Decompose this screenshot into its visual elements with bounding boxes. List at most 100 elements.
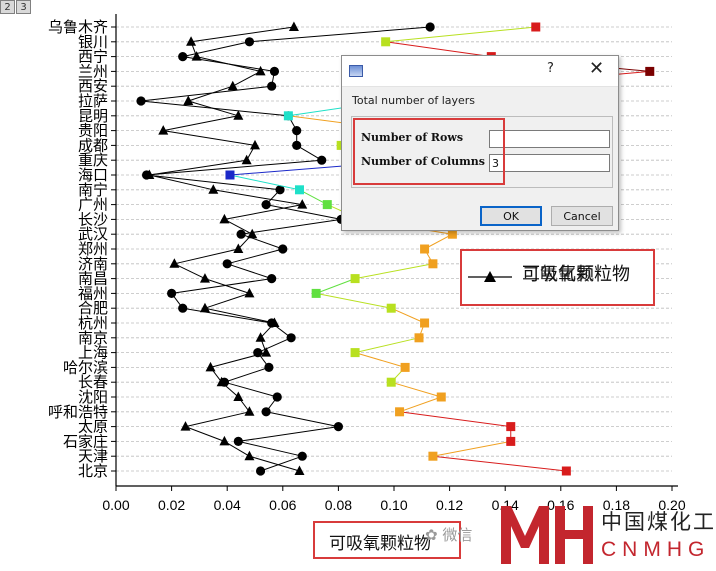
series-2-segment bbox=[354, 263, 434, 280]
series-0-segment bbox=[249, 26, 431, 43]
legend-symbol bbox=[468, 271, 512, 282]
y-tick-label: 沈阳 bbox=[78, 388, 108, 406]
x-tick-label: 0.06 bbox=[269, 497, 296, 513]
columns-input[interactable] bbox=[489, 154, 610, 172]
series-1-segment bbox=[185, 411, 250, 428]
series-2-point bbox=[322, 200, 332, 210]
series-0-point bbox=[167, 288, 177, 298]
series-0-point bbox=[222, 259, 232, 269]
series-0-segment bbox=[171, 278, 272, 294]
series-1-point bbox=[269, 317, 280, 327]
logo-mark-icon bbox=[501, 506, 593, 564]
series-2-point bbox=[428, 451, 438, 461]
series-2-point bbox=[506, 422, 516, 432]
y-tick-label: 太原 bbox=[78, 418, 108, 436]
series-1-segment bbox=[232, 70, 261, 87]
series-1-segment bbox=[174, 263, 206, 280]
series-2-point bbox=[386, 377, 396, 387]
y-tick-label: 呼和浩特 bbox=[48, 403, 108, 421]
series-0-point bbox=[255, 466, 266, 476]
series-1-segment bbox=[249, 455, 300, 472]
series-1-point bbox=[250, 139, 260, 150]
series-1-segment bbox=[224, 218, 253, 235]
y-tick-label: 天津 bbox=[78, 447, 108, 465]
dialog-prompt: Total number of layers bbox=[352, 94, 476, 107]
series-1-point bbox=[144, 169, 155, 179]
series-0-segment bbox=[182, 41, 250, 58]
series-1-point bbox=[180, 421, 191, 431]
x-tick-label: 0.16 bbox=[547, 497, 574, 513]
series-0-point bbox=[292, 140, 302, 150]
series-0-point bbox=[317, 155, 327, 165]
help-button[interactable]: ? bbox=[547, 61, 554, 76]
series-0-segment bbox=[266, 411, 339, 428]
series-2-point bbox=[350, 274, 360, 284]
series-2-segment bbox=[432, 440, 511, 457]
x-tick-label: 0.20 bbox=[658, 497, 685, 513]
window-app-icon bbox=[349, 65, 363, 77]
series-2-segment bbox=[354, 337, 420, 354]
series-2-point bbox=[428, 259, 438, 269]
layer-tab-3[interactable]: 3 bbox=[16, 0, 31, 14]
series-1-segment bbox=[210, 352, 267, 368]
series-2-segment bbox=[316, 292, 392, 309]
series-1-segment bbox=[163, 115, 239, 132]
series-1-point bbox=[241, 154, 252, 165]
y-tick-label: 杭州 bbox=[78, 314, 108, 332]
series-0-point bbox=[261, 200, 271, 210]
series-0-point bbox=[333, 422, 343, 432]
series-2-point bbox=[381, 37, 391, 47]
layer-tab-2[interactable]: 2 bbox=[0, 0, 15, 14]
series-0-segment bbox=[240, 233, 283, 250]
series-0-segment bbox=[241, 218, 342, 235]
series-1-point bbox=[169, 258, 180, 268]
series-2-point bbox=[436, 392, 446, 402]
series-1-point bbox=[244, 450, 255, 461]
series-2-point bbox=[420, 244, 430, 254]
series-1-point bbox=[261, 347, 272, 357]
rows-columns-highlight bbox=[353, 118, 505, 185]
y-tick-label: 哈尔滨 bbox=[63, 358, 108, 376]
series-0-point bbox=[292, 126, 302, 136]
rows-input[interactable] bbox=[489, 130, 610, 148]
series-1-point bbox=[233, 391, 244, 401]
legend-box: 二氧化氮 可吸氧颗粒物 bbox=[460, 249, 655, 306]
y-tick-label: 武汉 bbox=[78, 225, 108, 243]
y-tick-label: 上海 bbox=[78, 344, 108, 362]
series-2-point bbox=[225, 170, 235, 180]
y-tick-label: 成都 bbox=[78, 136, 108, 154]
series-1-point bbox=[199, 302, 210, 313]
wechat-icon: ✿ bbox=[425, 526, 438, 544]
y-tick-label: 福州 bbox=[78, 284, 108, 302]
cancel-button[interactable]: Cancel bbox=[551, 206, 613, 226]
legend-triangle-icon bbox=[484, 271, 496, 282]
ok-button[interactable]: OK bbox=[480, 206, 542, 226]
series-1-segment bbox=[185, 426, 225, 442]
series-0-segment bbox=[257, 337, 292, 354]
dialog-titlebar[interactable]: ? ✕ bbox=[342, 56, 618, 87]
series-0-point bbox=[253, 348, 263, 358]
series-1-point bbox=[205, 361, 216, 372]
y-tick-label: 长春 bbox=[78, 373, 108, 391]
series-1-point bbox=[186, 36, 197, 46]
series-2-point bbox=[294, 185, 304, 195]
series-1-point bbox=[208, 184, 219, 194]
series-0-point bbox=[264, 362, 274, 372]
y-tick-label: 昆明 bbox=[78, 107, 108, 125]
y-tick-label: 南宁 bbox=[78, 181, 108, 199]
series-1-point bbox=[199, 273, 210, 283]
y-tick-label: 重庆 bbox=[78, 151, 108, 169]
series-0-point bbox=[278, 244, 288, 254]
series-1-point bbox=[294, 465, 305, 475]
y-tick-label: 银川 bbox=[78, 33, 108, 51]
series-2-segment bbox=[354, 352, 406, 368]
series-2-segment bbox=[391, 381, 442, 398]
y-tick-label: 长沙 bbox=[78, 210, 108, 228]
series-2-point bbox=[400, 362, 410, 372]
x-tick-label: 0.08 bbox=[325, 497, 352, 513]
series-2-point bbox=[645, 66, 655, 76]
series-0-segment bbox=[224, 381, 278, 398]
close-icon[interactable]: ✕ bbox=[589, 58, 605, 79]
series-0-segment bbox=[146, 159, 322, 176]
y-tick-label: 西宁 bbox=[78, 48, 108, 66]
